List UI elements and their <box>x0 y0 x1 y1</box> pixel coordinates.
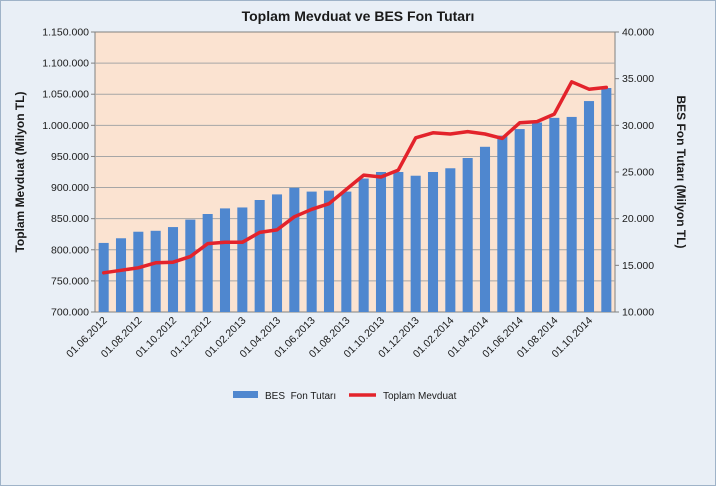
legend-line-label: Toplam Mevduat <box>383 391 457 402</box>
bar <box>202 214 213 312</box>
bar <box>185 219 196 312</box>
right-tick-label: 30.000 <box>622 120 654 132</box>
left-axis-ticks: 700.000 750.000 800.000 850.000 900.000 950.0… <box>42 27 95 319</box>
bar <box>514 129 525 312</box>
bar <box>479 146 491 312</box>
right-tick-label: 20.000 <box>622 213 654 225</box>
bar <box>497 135 508 312</box>
legend-bar-swatch <box>233 391 258 398</box>
bar <box>237 207 248 312</box>
bar <box>167 227 179 312</box>
y2-axis-label: BES Fon Tutarı (Milyon TL) <box>674 95 688 248</box>
bar <box>393 172 404 312</box>
bar <box>445 168 456 312</box>
bar <box>306 191 317 312</box>
bar <box>566 116 577 312</box>
right-tick-label: 40.000 <box>622 27 654 39</box>
left-tick-label: 1.100.000 <box>42 58 89 70</box>
left-tick-label: 1.150.000 <box>42 27 89 39</box>
bar <box>341 191 352 312</box>
bar <box>289 187 300 312</box>
bar <box>427 172 439 312</box>
right-tick-label: 10.000 <box>622 307 654 319</box>
right-tick-label: 35.000 <box>622 73 654 85</box>
bar <box>219 208 231 312</box>
bar <box>531 122 543 313</box>
bar <box>150 230 161 312</box>
bar <box>323 190 335 312</box>
bar <box>549 117 560 312</box>
legend-bar-label: BES Fon Tutarı <box>265 391 336 402</box>
left-tick-label: 950.000 <box>51 151 89 163</box>
bar-series <box>98 88 612 313</box>
bar <box>254 200 265 312</box>
bar <box>271 194 283 312</box>
left-tick-label: 1.050.000 <box>42 89 89 101</box>
bar <box>375 172 387 312</box>
x-axis-ticks: 01.06.201201.08.201201.10.201201.12.2012… <box>64 315 595 361</box>
bar <box>410 175 421 312</box>
bar <box>98 242 109 312</box>
legend: BES Fon Tutarı Toplam Mevduat <box>233 391 457 402</box>
left-tick-label: 800.000 <box>51 244 89 256</box>
y-axis-label: Toplam Mevduat (Milyon TL) <box>13 91 27 252</box>
bar <box>358 178 369 312</box>
bar <box>601 88 612 312</box>
gridlines <box>95 62 615 282</box>
right-tick-label: 15.000 <box>622 260 654 272</box>
bar <box>115 238 127 312</box>
left-tick-label: 1.000.000 <box>42 120 89 132</box>
right-axis-ticks: 10.000 15.000 20.000 25.000 30.000 35.000 40.0… <box>615 27 654 319</box>
bar <box>462 158 473 312</box>
plot-area <box>94 31 616 313</box>
bar <box>133 231 144 312</box>
chart-title: Toplam Mevduat ve BES Fon Tutarı <box>242 8 475 24</box>
left-tick-label: 900.000 <box>51 182 89 194</box>
line-series-toplam-mevduat <box>101 80 609 275</box>
bar <box>583 101 595 312</box>
right-tick-label: 25.000 <box>622 167 654 179</box>
left-tick-label: 700.000 <box>51 307 89 319</box>
left-tick-label: 750.000 <box>51 275 89 287</box>
left-tick-label: 850.000 <box>51 213 89 225</box>
